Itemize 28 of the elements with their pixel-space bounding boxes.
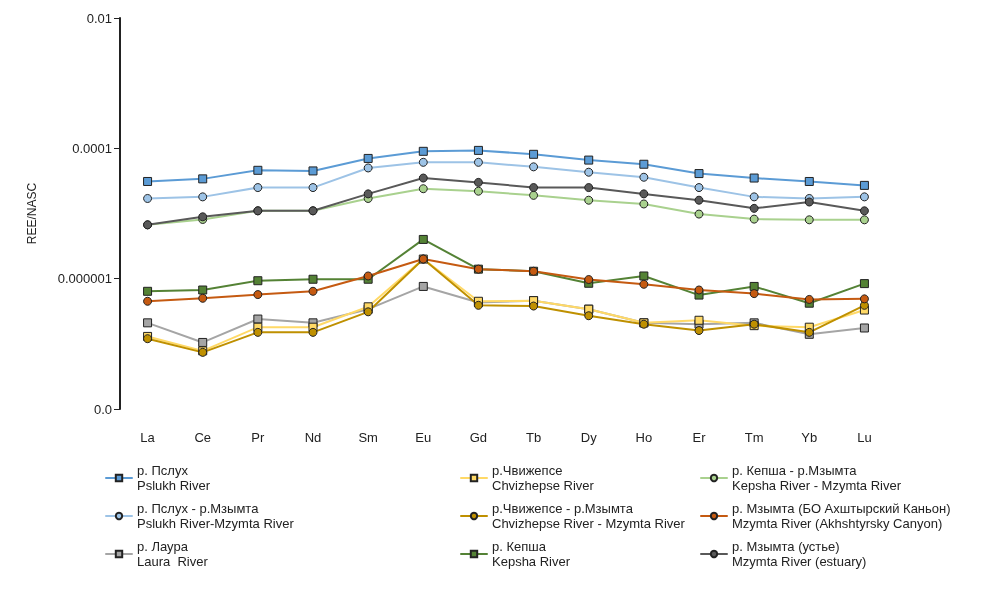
y-axis-title: REE/NASC bbox=[25, 182, 39, 245]
y-tick-label: 0.01 bbox=[86, 10, 112, 26]
x-tick-label: Eu bbox=[415, 430, 432, 445]
x-tick-label: Dy bbox=[580, 430, 598, 445]
x-tick-label: Lu bbox=[857, 430, 872, 445]
x-tick-label: Sm bbox=[358, 430, 378, 445]
y-tick-label: 0.0001 bbox=[72, 140, 112, 156]
x-tick-label: Yb bbox=[801, 430, 818, 445]
x-tick-label: Ce bbox=[194, 430, 212, 445]
legend-label: р. Кепша - р.Мзымта Kepsha River - Mzymta River bbox=[732, 463, 902, 493]
x-tick-label: Pr bbox=[251, 430, 266, 445]
legend-label: р. Кепша Kepsha River bbox=[492, 539, 571, 569]
legend-label: р.Чвижепсе - р.Мзымта Chvizhepse River - Mzymta River bbox=[492, 501, 686, 531]
legend-label: р. Мзымта (устье) Mzymta River (estuary) bbox=[732, 539, 867, 569]
x-tick-label: Gd bbox=[469, 430, 488, 445]
legend-label: р.Чвижепсе Chvizhepse River bbox=[492, 463, 595, 493]
x-tick-label: La bbox=[140, 430, 156, 445]
x-tick-label: Nd bbox=[304, 430, 322, 445]
x-tick-label: Er bbox=[692, 430, 707, 445]
y-tick-label: 0.000001 bbox=[57, 271, 112, 287]
legend-label: р. Пслух - р.Мзымта Pslukh River-Mzymta River bbox=[137, 501, 295, 531]
legend-label: р. Мзымта (БО Ахштырский Каньон) Mzymta River (Akhshtyrsky Canyon) bbox=[732, 501, 951, 531]
x-tick-label: Ho bbox=[635, 430, 653, 445]
y-tick-label: 0.0 bbox=[93, 401, 112, 417]
legend-label: р. Лаура Laura River bbox=[137, 539, 209, 569]
x-tick-label: Tm bbox=[744, 430, 764, 445]
x-tick-label: Tb bbox=[525, 430, 542, 445]
legend-label: р. Пслух Pslukh River bbox=[137, 463, 211, 493]
